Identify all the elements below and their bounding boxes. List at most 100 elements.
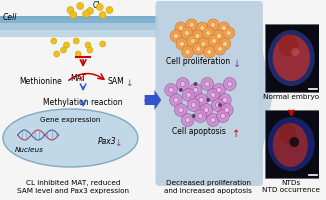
Circle shape — [217, 46, 222, 51]
Circle shape — [100, 41, 106, 47]
Text: CL inhibited MAT, reduced: CL inhibited MAT, reduced — [26, 180, 121, 186]
Circle shape — [216, 33, 221, 38]
Ellipse shape — [289, 137, 299, 147]
Circle shape — [201, 77, 214, 90]
Circle shape — [221, 25, 226, 30]
Circle shape — [222, 42, 227, 46]
Ellipse shape — [279, 124, 296, 144]
Text: NTD occurrence: NTD occurrence — [262, 187, 320, 193]
Text: and increased apoptosis: and increased apoptosis — [164, 188, 252, 194]
Circle shape — [70, 11, 77, 19]
Circle shape — [213, 30, 225, 42]
Circle shape — [180, 82, 185, 86]
Circle shape — [215, 102, 220, 108]
Circle shape — [99, 11, 106, 19]
Circle shape — [169, 88, 173, 92]
Circle shape — [211, 117, 215, 122]
Circle shape — [220, 114, 225, 118]
Text: Pax3: Pax3 — [98, 138, 116, 146]
Circle shape — [201, 42, 206, 46]
Circle shape — [218, 22, 230, 34]
Text: Nucleus: Nucleus — [15, 147, 44, 153]
Circle shape — [218, 94, 231, 106]
Circle shape — [182, 46, 194, 58]
Polygon shape — [259, 30, 272, 170]
Circle shape — [184, 30, 189, 36]
Circle shape — [54, 51, 60, 57]
Text: Cell apoptosis: Cell apoptosis — [171, 128, 225, 136]
Ellipse shape — [273, 35, 310, 81]
Circle shape — [51, 38, 57, 44]
Circle shape — [185, 117, 190, 122]
Circle shape — [170, 94, 182, 106]
Circle shape — [196, 46, 201, 51]
Circle shape — [218, 103, 222, 107]
Circle shape — [187, 98, 200, 112]
Circle shape — [179, 88, 183, 92]
Circle shape — [212, 38, 216, 44]
Circle shape — [223, 27, 235, 39]
Circle shape — [193, 88, 198, 92]
Circle shape — [67, 6, 74, 14]
Circle shape — [193, 43, 204, 55]
Bar — [265, 24, 319, 92]
Circle shape — [222, 98, 227, 102]
Circle shape — [220, 104, 233, 116]
Circle shape — [182, 88, 195, 102]
Circle shape — [198, 38, 209, 50]
Circle shape — [207, 88, 219, 102]
Text: MAT: MAT — [70, 74, 86, 83]
Circle shape — [174, 104, 187, 116]
Circle shape — [195, 94, 208, 106]
Circle shape — [85, 42, 91, 48]
Circle shape — [211, 22, 215, 27]
Circle shape — [189, 22, 194, 27]
Circle shape — [212, 98, 224, 112]
Ellipse shape — [3, 109, 138, 167]
Text: Methionine: Methionine — [20, 77, 62, 86]
Circle shape — [213, 84, 225, 97]
Bar — [265, 110, 319, 178]
Circle shape — [206, 98, 210, 102]
Circle shape — [186, 19, 198, 31]
Text: ↓: ↓ — [141, 96, 148, 104]
Circle shape — [226, 30, 231, 36]
Ellipse shape — [291, 48, 299, 56]
Circle shape — [178, 108, 183, 112]
Circle shape — [77, 2, 83, 9]
Ellipse shape — [268, 30, 315, 86]
Circle shape — [178, 25, 183, 30]
Circle shape — [205, 82, 210, 86]
Text: Cell proliferation: Cell proliferation — [166, 58, 230, 66]
Circle shape — [176, 38, 188, 50]
Circle shape — [165, 84, 177, 97]
Circle shape — [192, 30, 203, 42]
Text: Decreased proliferation: Decreased proliferation — [166, 180, 251, 186]
Circle shape — [200, 104, 213, 116]
Circle shape — [192, 114, 196, 118]
Ellipse shape — [273, 123, 308, 167]
Circle shape — [204, 108, 209, 112]
Circle shape — [176, 77, 189, 90]
Text: Normal embryo: Normal embryo — [263, 94, 319, 100]
Bar — [0, 30, 158, 37]
Circle shape — [219, 38, 231, 50]
Circle shape — [189, 84, 202, 97]
Circle shape — [207, 114, 219, 127]
Circle shape — [207, 19, 219, 31]
Text: ↓: ↓ — [125, 79, 133, 88]
Circle shape — [186, 92, 191, 98]
Circle shape — [86, 7, 93, 15]
Polygon shape — [145, 90, 161, 110]
Text: SAM: SAM — [108, 77, 124, 86]
Circle shape — [181, 27, 193, 39]
Circle shape — [211, 92, 215, 98]
Circle shape — [64, 42, 69, 48]
Circle shape — [82, 10, 89, 18]
Circle shape — [208, 35, 220, 47]
Text: ×: × — [78, 74, 84, 84]
Circle shape — [96, 3, 103, 10]
Circle shape — [224, 108, 229, 112]
Circle shape — [206, 30, 211, 36]
Circle shape — [200, 25, 205, 30]
